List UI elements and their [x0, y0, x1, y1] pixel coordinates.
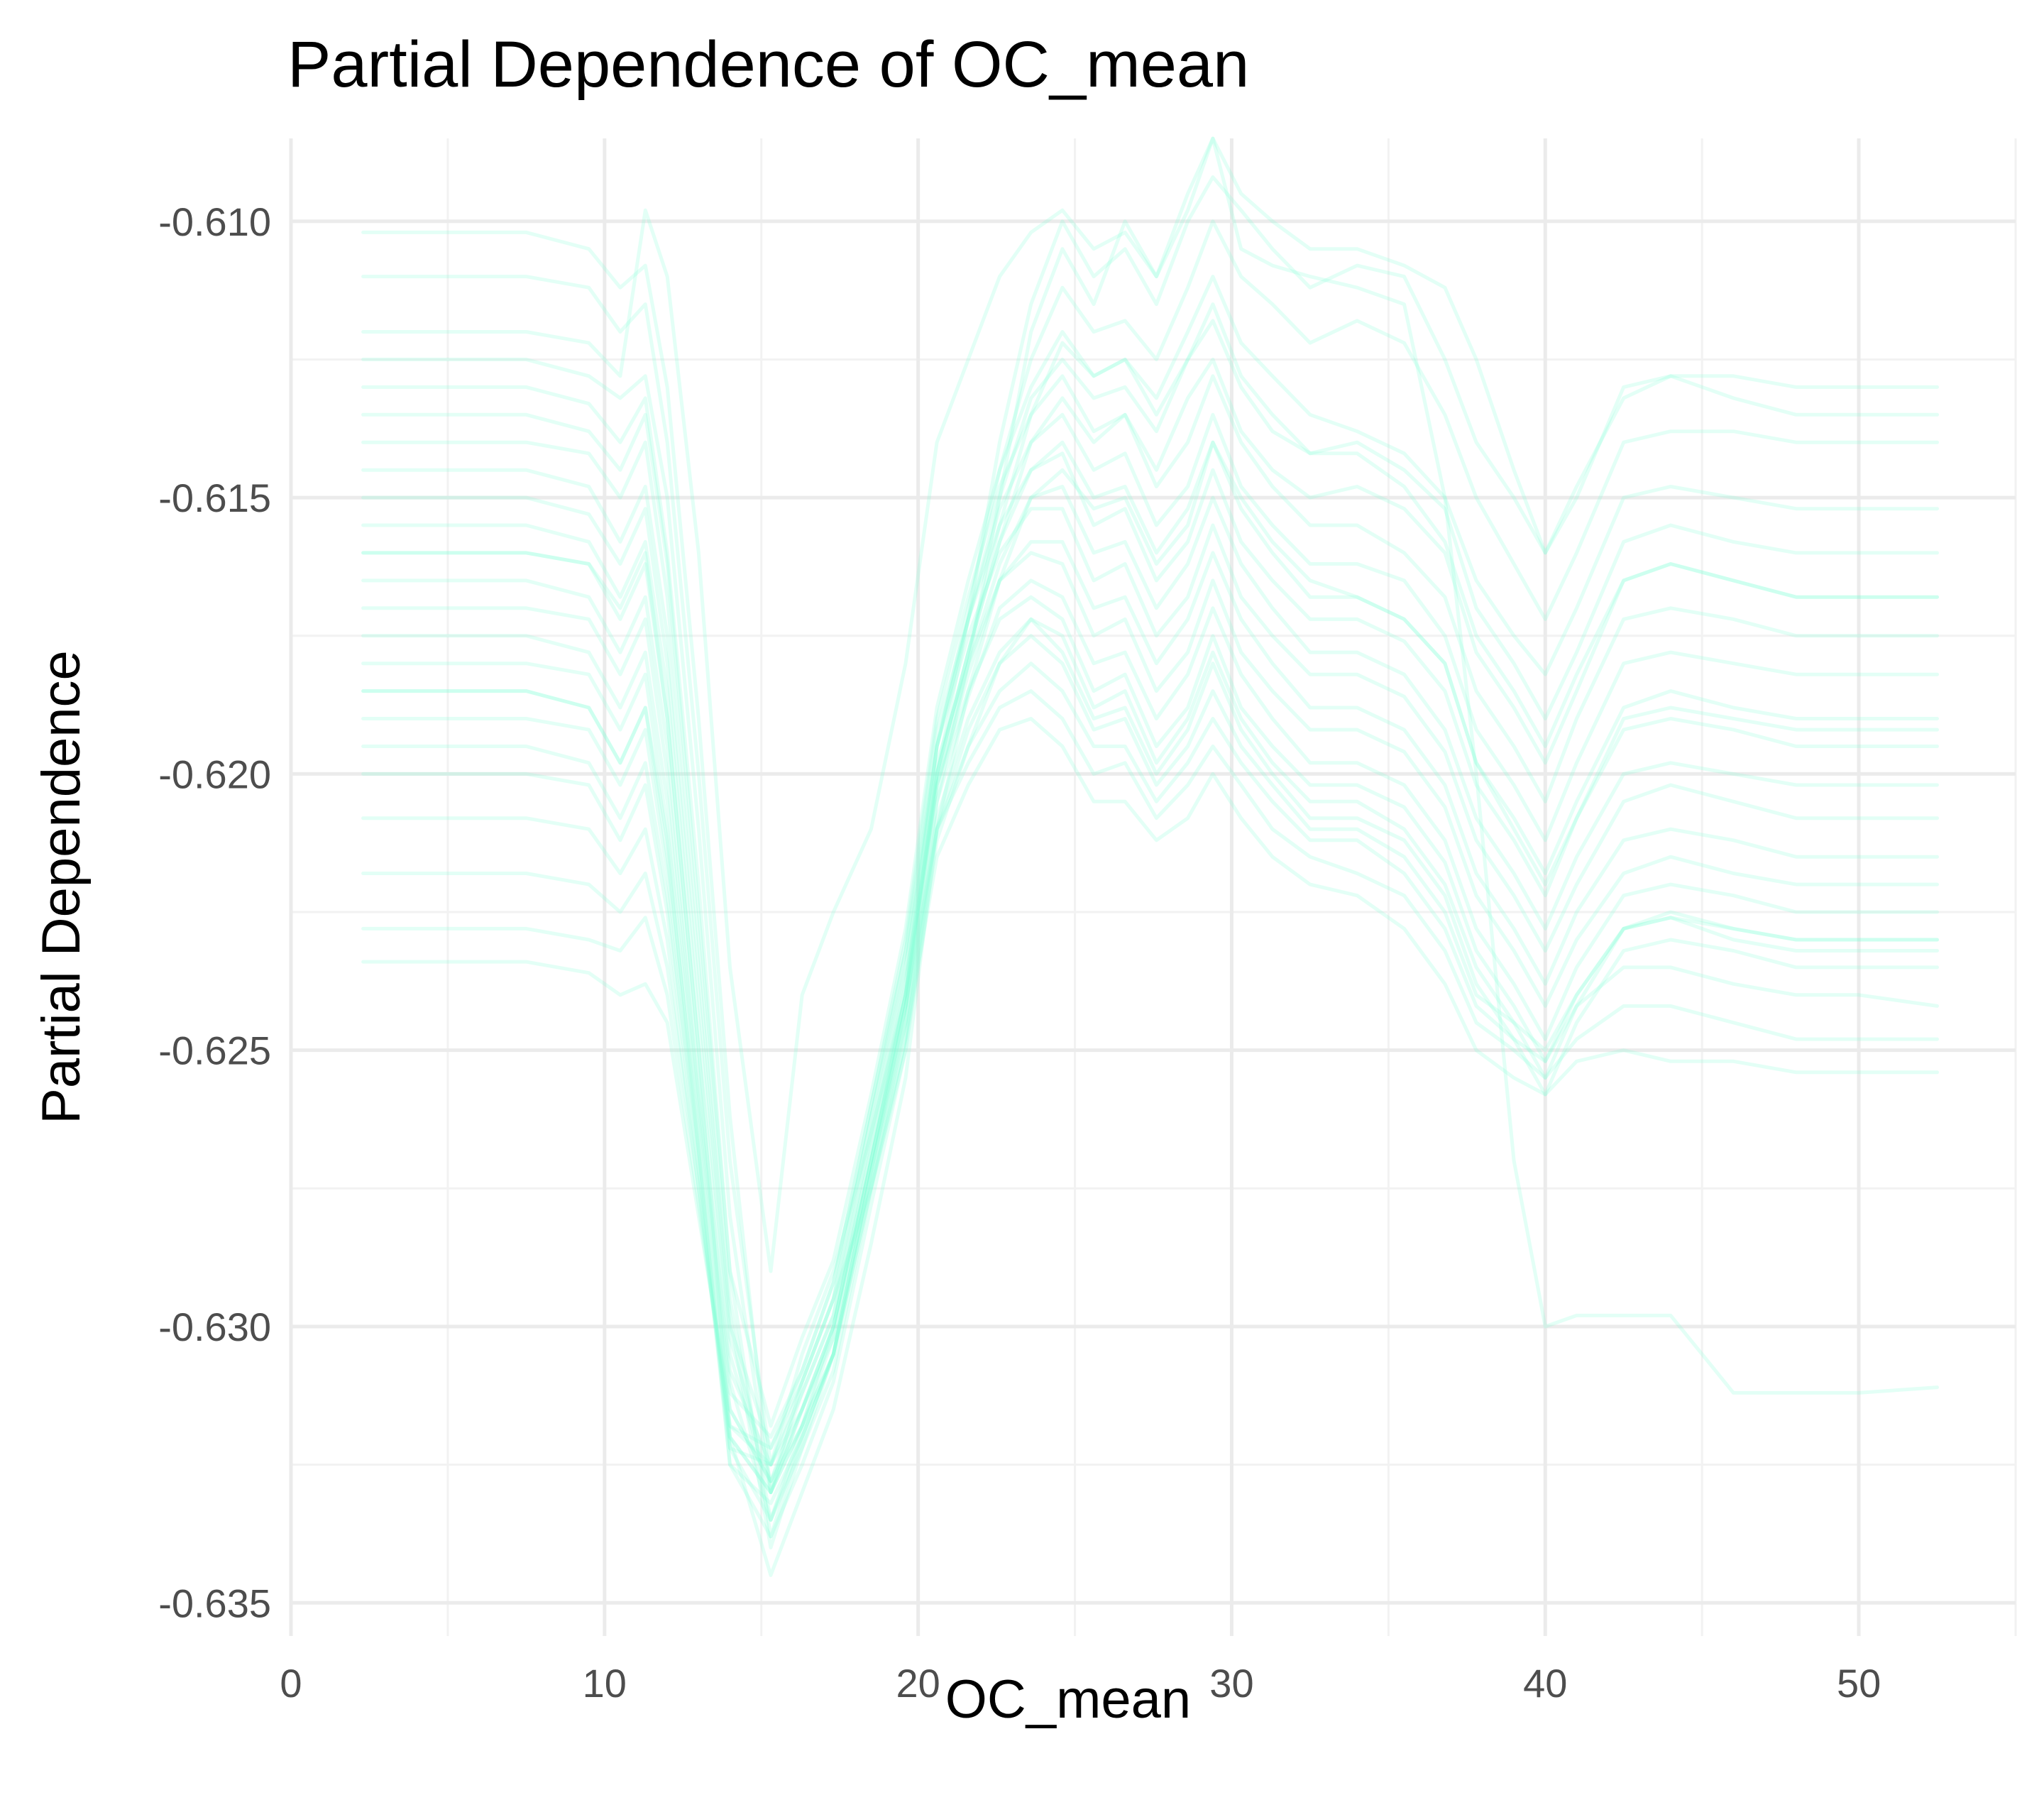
x-tick-label: 20	[896, 1661, 940, 1706]
grid-major-lines	[289, 138, 2016, 1636]
series-line	[361, 219, 1939, 1495]
x-tick-label: 40	[1523, 1661, 1567, 1706]
y-axis-title: Partial Dependence	[31, 650, 92, 1124]
x-tick-label: 0	[280, 1661, 302, 1706]
series-line	[361, 412, 1939, 1483]
series-line	[361, 440, 1939, 1577]
series-line	[361, 440, 1939, 1495]
x-tick-label: 10	[583, 1661, 627, 1706]
y-tick-label: -0.635	[158, 1581, 271, 1625]
y-tick-label: -0.620	[158, 752, 271, 796]
series-line	[361, 617, 1939, 1505]
series-line	[361, 717, 1939, 1483]
series-line	[361, 175, 1939, 1467]
series-line	[361, 507, 1939, 1439]
series-line	[361, 634, 1939, 1522]
series-line	[361, 578, 1939, 1495]
series-line	[361, 302, 1939, 1428]
series-line	[361, 374, 1939, 1450]
series-line	[361, 689, 1939, 1467]
series-line	[361, 595, 1939, 1467]
series-line	[361, 357, 1939, 1549]
y-tick-label: -0.625	[158, 1028, 271, 1073]
y-tick-label: -0.610	[158, 199, 271, 244]
series-lines	[361, 136, 1939, 1577]
series-line	[361, 617, 1939, 1539]
series-line	[361, 551, 1939, 1450]
series-line	[361, 136, 1939, 1495]
series-line	[361, 136, 1939, 1273]
series-line	[361, 539, 1939, 1483]
series-line	[361, 662, 1939, 1495]
y-tick-label: -0.630	[158, 1305, 271, 1349]
grid-minor-lines	[291, 138, 2017, 1636]
y-axis-tick-labels: -0.610 -0.615 -0.620 -0.625 -0.630 -0.635	[158, 199, 271, 1625]
chart-title: Partial Dependence of OC_mean	[287, 28, 1249, 101]
series-line	[361, 485, 1939, 1522]
y-tick-label: -0.615	[158, 476, 271, 520]
series-line	[361, 319, 1939, 1522]
x-tick-label: 50	[1837, 1661, 1881, 1706]
x-axis-tick-labels: 0 10 20 30 40 50	[280, 1661, 1881, 1706]
x-axis-title: OC_mean	[945, 1669, 1191, 1730]
series-line	[361, 451, 1939, 1467]
x-tick-label: 30	[1209, 1661, 1253, 1706]
series-line	[361, 275, 1939, 1539]
